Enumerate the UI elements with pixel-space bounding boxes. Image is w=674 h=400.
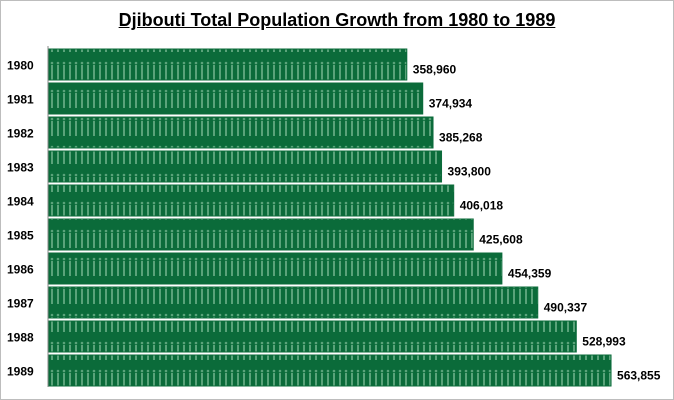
bar-1987 bbox=[48, 286, 539, 319]
category-label: 1988 bbox=[7, 331, 34, 345]
bar-1980 bbox=[48, 48, 408, 81]
data-label: 563,855 bbox=[617, 369, 661, 383]
chart-title: Djibouti Total Population Growth from 19… bbox=[118, 10, 556, 30]
category-label: 1986 bbox=[7, 263, 34, 277]
category-label: 1985 bbox=[7, 229, 34, 243]
category-label: 1982 bbox=[7, 127, 34, 141]
category-label: 1980 bbox=[7, 59, 34, 73]
data-label: 374,934 bbox=[429, 97, 473, 111]
bar-1981 bbox=[48, 82, 424, 115]
category-label: 1983 bbox=[7, 161, 34, 175]
bar-1988 bbox=[48, 320, 577, 353]
data-label: 393,800 bbox=[448, 165, 492, 179]
data-label: 425,608 bbox=[479, 233, 523, 247]
data-label: 528,993 bbox=[582, 335, 626, 349]
bar-1982 bbox=[48, 116, 434, 149]
category-label: 1984 bbox=[7, 195, 34, 209]
bar-1989 bbox=[48, 354, 612, 387]
category-label: 1987 bbox=[7, 297, 34, 311]
bar-1984 bbox=[48, 184, 455, 217]
data-label: 406,018 bbox=[460, 199, 504, 213]
bar-1983 bbox=[48, 150, 443, 183]
data-label: 385,268 bbox=[439, 131, 483, 145]
bar-1986 bbox=[48, 252, 503, 285]
data-label: 454,359 bbox=[508, 267, 552, 281]
category-label: 1989 bbox=[7, 365, 34, 379]
category-label: 1981 bbox=[7, 93, 34, 107]
bar-1985 bbox=[48, 218, 474, 251]
data-label: 490,337 bbox=[544, 301, 588, 315]
data-label: 358,960 bbox=[413, 63, 457, 77]
